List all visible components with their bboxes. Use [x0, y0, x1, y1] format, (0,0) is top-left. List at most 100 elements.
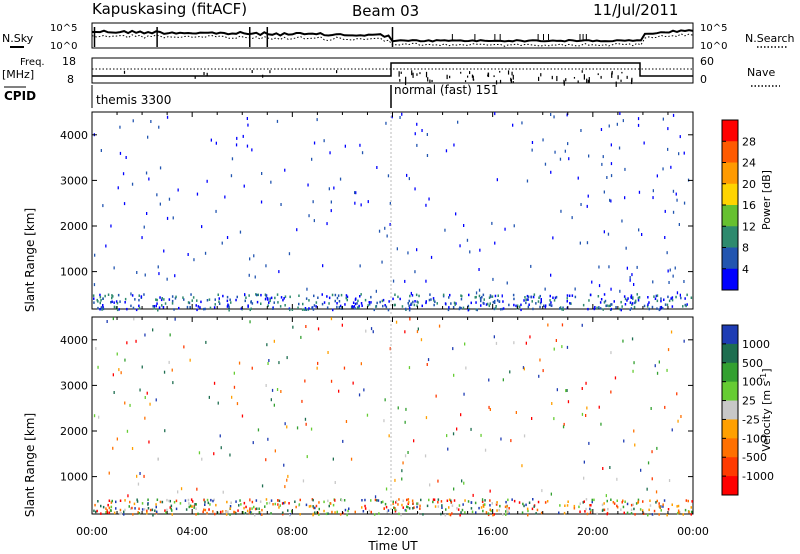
echo-cell: [273, 339, 275, 343]
echo-cell: [672, 113, 675, 117]
echo-cell: [221, 510, 224, 513]
echo-cell: [225, 513, 228, 516]
echo-cell: [464, 342, 466, 346]
echo-cell: [452, 347, 454, 351]
echo-cell: [441, 506, 443, 509]
echo-cell: [395, 499, 398, 503]
echo-cell: [381, 299, 384, 303]
freq-trace: [92, 62, 693, 77]
echo-cell: [633, 305, 636, 309]
echo-cell: [525, 341, 527, 345]
echo-cell: [647, 303, 649, 306]
echo-cell: [602, 155, 604, 159]
echo-cell: [667, 348, 670, 352]
echo-cell: [124, 401, 126, 405]
echo-cell: [378, 512, 380, 515]
echo-cell: [414, 132, 416, 136]
echo-cell: [115, 300, 118, 303]
echo-cell: [323, 139, 325, 143]
echo-cell: [470, 501, 473, 504]
echo-cell: [553, 299, 556, 302]
echo-cell: [690, 513, 692, 516]
echo-cell: [135, 339, 137, 343]
echo-cell: [264, 505, 266, 508]
echo-cell: [106, 511, 109, 514]
echo-cell: [532, 295, 535, 299]
echo-cell: [506, 505, 508, 508]
x-tick-label: 04:00: [176, 525, 208, 538]
echo-cell: [119, 151, 122, 155]
echo-cell: [136, 498, 138, 501]
echo-cell: [258, 507, 260, 510]
echo-cell: [313, 304, 316, 307]
cpid-segment-1: themis 3300: [96, 93, 171, 107]
echo-cell: [113, 301, 115, 304]
echo-cell: [352, 301, 355, 304]
echo-cell: [663, 298, 665, 301]
echo-cell: [401, 112, 403, 116]
nave-tick-low: 0: [700, 73, 707, 86]
echo-cell: [182, 296, 184, 299]
echo-cell: [603, 502, 605, 505]
echo-cell: [159, 296, 161, 299]
echo-cell: [163, 298, 165, 301]
echo-cell: [361, 499, 363, 502]
echo-cell: [619, 307, 621, 311]
echo-cell: [547, 323, 549, 327]
echo-cell: [500, 437, 502, 441]
echo-cell: [523, 434, 526, 438]
echo-cell: [624, 196, 626, 200]
echo-cell: [463, 481, 465, 485]
nave-dot: [587, 79, 589, 84]
echo-cell: [408, 501, 410, 504]
echo-cell: [375, 305, 377, 308]
echo-cell: [601, 162, 603, 166]
echo-cell: [344, 303, 346, 306]
echo-cell: [313, 294, 315, 298]
velocity-cbar-label-exp: -1: [759, 373, 768, 381]
echo-cell: [204, 503, 206, 506]
echo-cell: [100, 512, 102, 515]
echo-cell: [610, 303, 612, 306]
nave-dot: [427, 77, 429, 82]
echo-cell: [501, 294, 503, 298]
echo-cell: [676, 291, 679, 295]
echo-cell: [648, 301, 650, 304]
echo-cell: [493, 301, 496, 304]
nave-dot: [399, 79, 401, 82]
echo-cell: [108, 471, 110, 475]
echo-cell: [480, 299, 482, 303]
echo-cell: [332, 457, 334, 461]
echo-cell: [408, 304, 410, 308]
echo-cell: [666, 513, 668, 517]
echo-cell: [475, 511, 477, 514]
echo-cell: [438, 324, 441, 328]
echo-cell: [112, 295, 114, 298]
nave-dot: [507, 70, 510, 75]
echo-cell: [102, 307, 105, 311]
echo-cell: [676, 505, 678, 508]
echo-cell: [577, 176, 579, 180]
echo-cell: [331, 293, 334, 297]
nave-dot: [551, 75, 553, 80]
echo-cell: [432, 500, 434, 504]
colorbar-swatch: [722, 457, 738, 477]
echo-cell: [648, 307, 650, 311]
echo-cell: [631, 303, 633, 306]
echo-cell: [637, 296, 640, 300]
echo-cell: [385, 505, 388, 509]
echo-cell: [358, 393, 361, 397]
echo-cell: [129, 500, 131, 504]
echo-cell: [106, 509, 108, 512]
echo-cell: [303, 308, 306, 311]
echo-cell: [274, 296, 276, 300]
echo-cell: [432, 498, 435, 501]
echo-cell: [468, 307, 471, 311]
echo-cell: [281, 502, 284, 505]
echo-cell: [257, 293, 259, 297]
echo-cell: [226, 299, 229, 303]
echo-cell: [249, 509, 251, 512]
echo-cell: [555, 339, 557, 342]
echo-cell: [684, 297, 686, 300]
